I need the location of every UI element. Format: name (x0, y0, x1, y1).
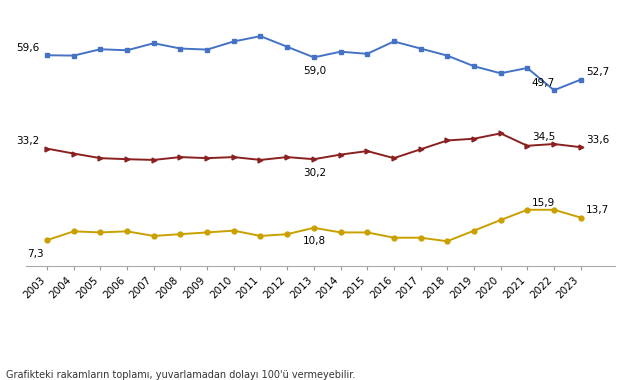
Mutlu (176, 46, 184, 51)
Ne mutlu ne mutsuz (70, 151, 78, 156)
Line: Mutlu: Mutlu (45, 34, 583, 93)
Ne mutlu ne mutsuz (363, 149, 371, 154)
Mutsuz (470, 228, 478, 233)
Mutsuz (550, 207, 558, 212)
Mutlu (497, 71, 504, 76)
Ne mutlu ne mutsuz (497, 131, 504, 136)
Mutsuz (283, 232, 291, 236)
Mutsuz (497, 218, 504, 222)
Mutsuz (97, 230, 104, 235)
Text: 15,9: 15,9 (532, 198, 555, 207)
Text: Grafikteki rakamların toplamı, yuvarlamadan dolayı 100'ü vermeyebilir.: Grafikteki rakamların toplamı, yuvarlama… (6, 370, 356, 380)
Mutlu (363, 52, 371, 56)
Text: 33,6: 33,6 (587, 135, 610, 145)
Ne mutlu ne mutsuz (417, 147, 424, 152)
Mutsuz (43, 238, 51, 242)
Mutlu (97, 47, 104, 52)
Mutsuz (256, 234, 264, 238)
Mutsuz (203, 230, 211, 235)
Ne mutlu ne mutsuz (256, 158, 264, 162)
Ne mutlu ne mutsuz (470, 136, 478, 141)
Ne mutlu ne mutsuz (444, 138, 451, 143)
Mutlu (123, 48, 131, 52)
Mutlu (70, 53, 78, 58)
Mutlu (203, 48, 211, 52)
Mutlu (550, 88, 558, 93)
Mutsuz (524, 207, 531, 212)
Mutsuz (337, 230, 344, 235)
Text: 13,7: 13,7 (587, 205, 610, 215)
Ne mutlu ne mutsuz (176, 155, 184, 159)
Ne mutlu ne mutsuz (123, 157, 131, 162)
Ne mutlu ne mutsuz (203, 156, 211, 160)
Mutlu (577, 78, 585, 82)
Ne mutlu ne mutsuz (283, 155, 291, 159)
Mutsuz (363, 230, 371, 235)
Mutsuz (390, 236, 397, 240)
Mutsuz (417, 236, 424, 240)
Mutsuz (70, 229, 78, 234)
Legend: Mutlu, Ne mutlu ne mutsuz, Mutsuz: Mutlu, Ne mutlu ne mutsuz, Mutsuz (129, 379, 465, 380)
Mutlu (230, 39, 238, 44)
Mutlu (444, 53, 451, 58)
Ne mutlu ne mutsuz (550, 142, 558, 146)
Line: Ne mutlu ne mutsuz: Ne mutlu ne mutsuz (45, 131, 583, 162)
Text: 59,0: 59,0 (303, 66, 326, 76)
Mutlu (283, 44, 291, 49)
Mutlu (470, 64, 478, 68)
Mutsuz (176, 232, 184, 236)
Mutsuz (150, 234, 158, 238)
Text: 30,2: 30,2 (303, 168, 326, 178)
Mutlu (150, 41, 158, 46)
Ne mutlu ne mutsuz (310, 157, 318, 162)
Ne mutlu ne mutsuz (150, 158, 158, 162)
Mutlu (43, 53, 51, 57)
Text: 10,8: 10,8 (303, 236, 326, 247)
Text: 59,6: 59,6 (17, 43, 40, 53)
Mutsuz (123, 229, 131, 234)
Mutsuz (310, 226, 318, 230)
Mutlu (417, 46, 424, 51)
Mutsuz (230, 228, 238, 233)
Ne mutlu ne mutsuz (97, 156, 104, 160)
Text: 33,2: 33,2 (17, 136, 40, 146)
Text: 34,5: 34,5 (532, 132, 555, 142)
Text: 7,3: 7,3 (28, 249, 44, 259)
Mutsuz (577, 215, 585, 220)
Ne mutlu ne mutsuz (524, 144, 531, 148)
Mutlu (310, 55, 318, 60)
Mutsuz (444, 239, 451, 244)
Ne mutlu ne mutsuz (43, 146, 51, 151)
Text: 52,7: 52,7 (587, 68, 610, 78)
Ne mutlu ne mutsuz (390, 156, 397, 160)
Mutlu (256, 34, 264, 38)
Text: 49,7: 49,7 (532, 78, 555, 88)
Mutlu (337, 49, 344, 54)
Ne mutlu ne mutsuz (230, 155, 238, 159)
Ne mutlu ne mutsuz (337, 152, 344, 157)
Mutlu (524, 66, 531, 70)
Line: Mutsuz: Mutsuz (45, 207, 583, 244)
Ne mutlu ne mutsuz (577, 145, 585, 149)
Mutlu (390, 39, 397, 44)
